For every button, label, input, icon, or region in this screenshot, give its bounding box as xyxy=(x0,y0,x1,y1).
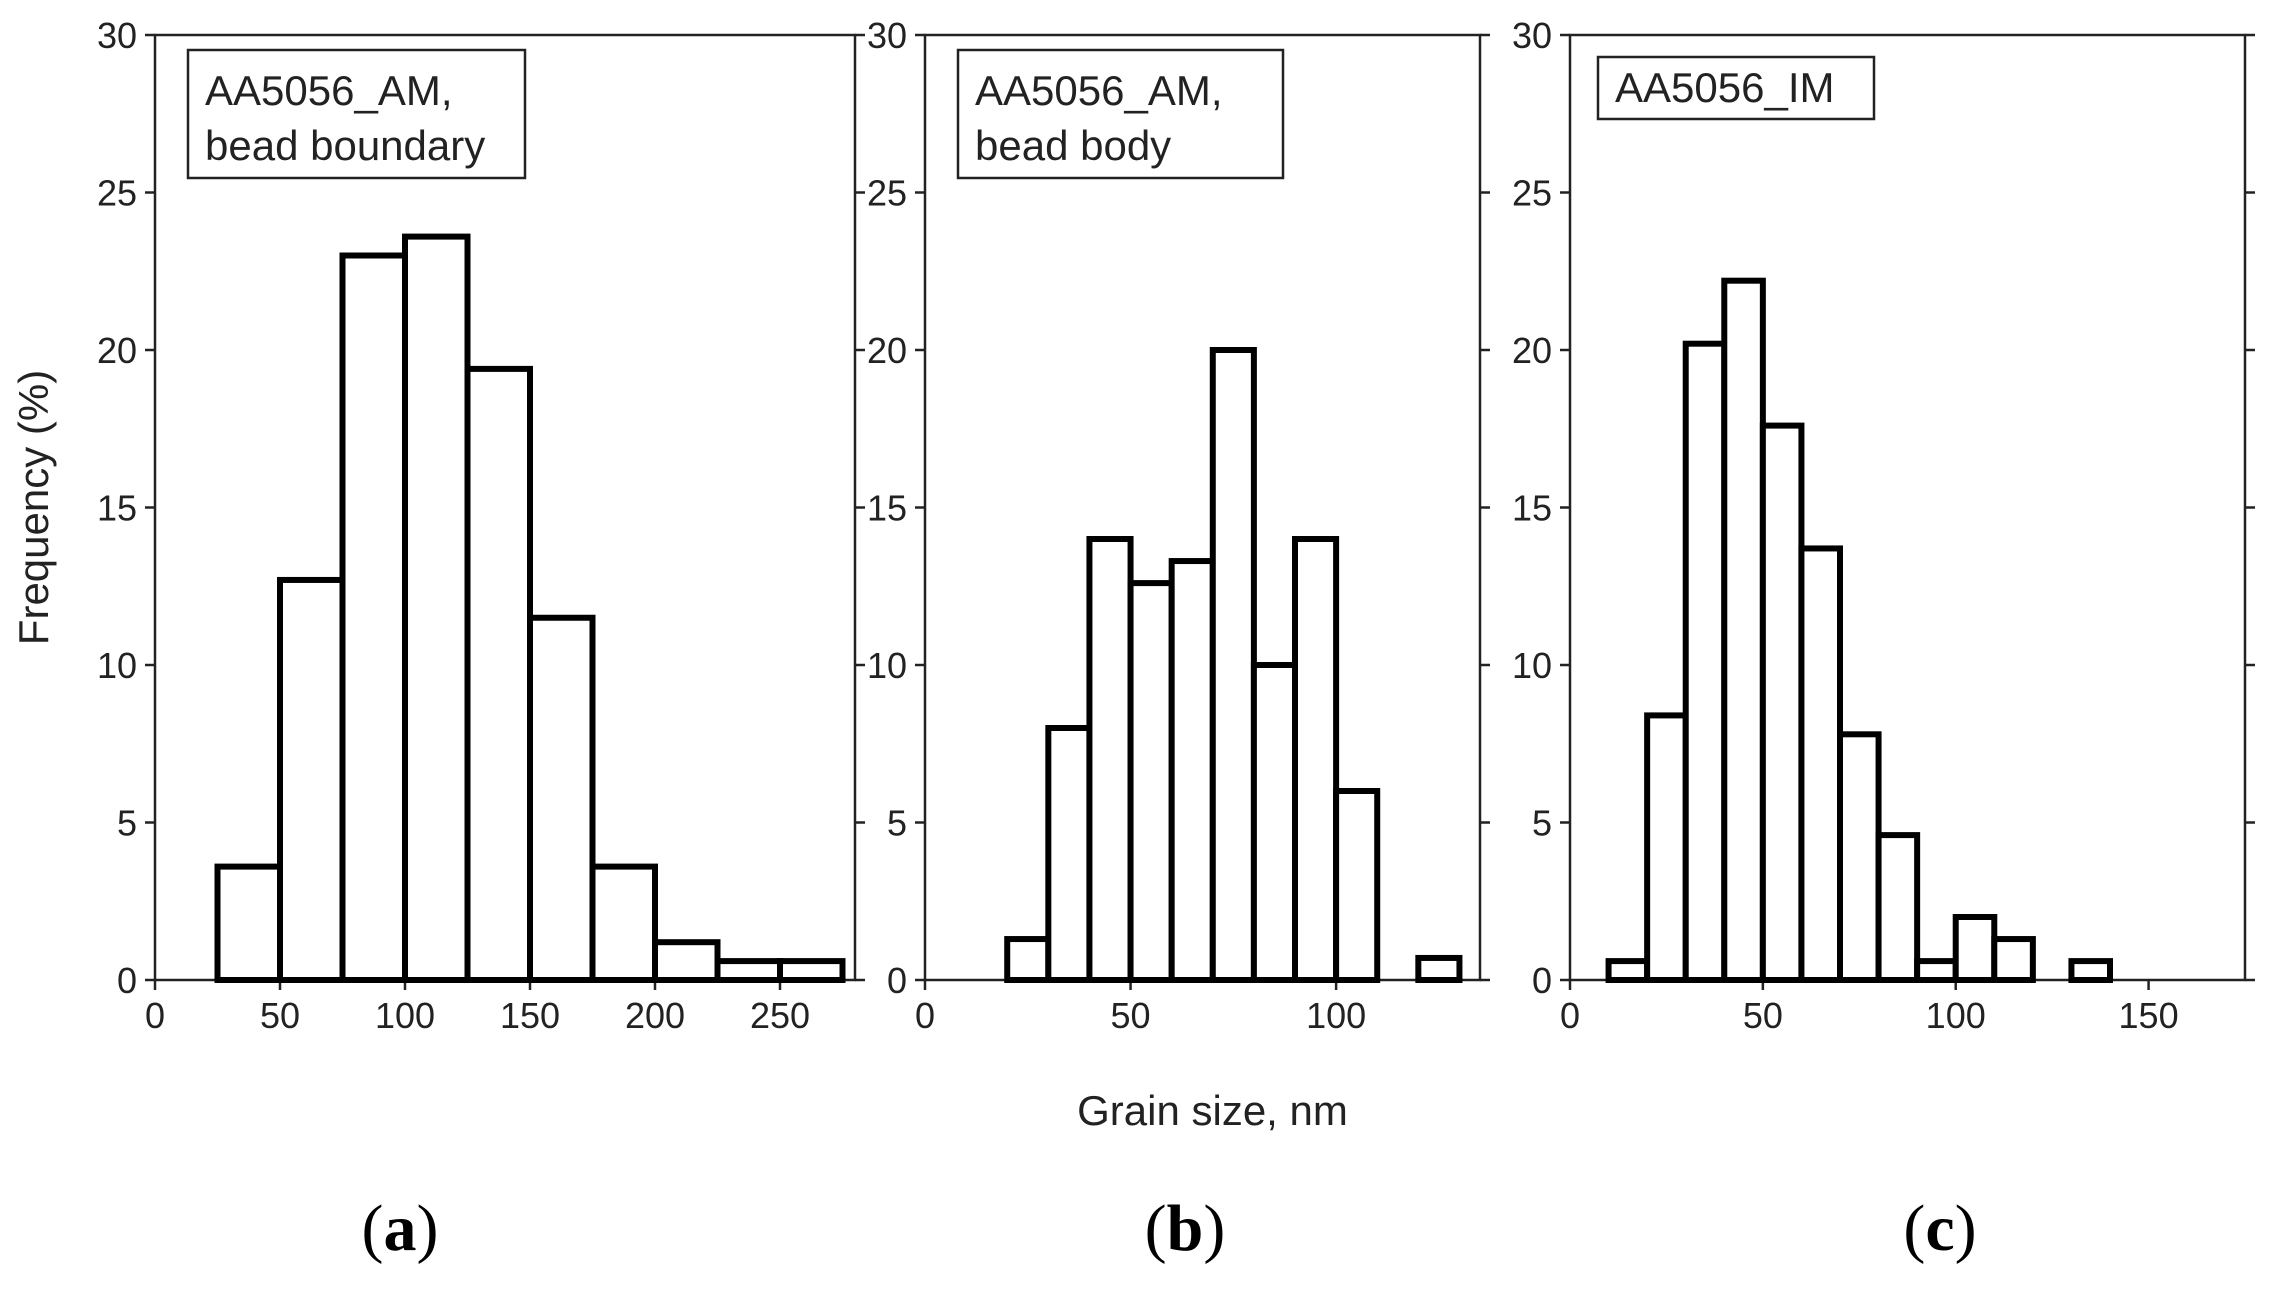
panel-c-bar xyxy=(1759,422,1805,984)
panel-c-bar xyxy=(1952,914,1998,983)
panel-a-bar xyxy=(589,863,658,983)
panel-c-x-tick-label: 100 xyxy=(1926,995,1986,1036)
panel-c-bar xyxy=(2068,958,2113,983)
panel-a-y-tick-label: 20 xyxy=(97,330,137,371)
panel-b-x-tick-label: 100 xyxy=(1306,995,1366,1036)
panel-b-y-tick-label: 10 xyxy=(867,645,907,686)
panel-b-legend-text: AA5056_AM, xyxy=(975,67,1223,114)
panel-c-y-tick-label: 5 xyxy=(1532,803,1552,844)
panel-a-x-tick-label: 250 xyxy=(750,995,810,1036)
panel-c-bar xyxy=(1798,545,1844,983)
panel-a-bar xyxy=(277,576,346,983)
panel-b-label: (b) xyxy=(1145,1192,1226,1265)
panel-b-y-tick-label: 15 xyxy=(867,488,907,529)
panel-a-y-tick-label: 5 xyxy=(117,803,137,844)
panel-a-bar xyxy=(214,863,283,983)
panel-a-bar xyxy=(527,614,596,983)
panel-a-x-tick-label: 200 xyxy=(625,995,685,1036)
panel-c-x-tick-label: 150 xyxy=(2119,995,2179,1036)
panel-a-bar xyxy=(652,939,721,984)
panel-b-x-tick-label: 50 xyxy=(1111,995,1151,1036)
panel-c-y-tick-label: 0 xyxy=(1532,960,1552,1001)
panel-c-legend-box xyxy=(1596,55,1876,121)
panel-a-bar xyxy=(402,233,471,984)
panel-a-x-tick-label: 100 xyxy=(375,995,435,1036)
panel-a-x-tick-label: 150 xyxy=(500,995,560,1036)
panel-b-bar xyxy=(1333,788,1381,983)
panel-a-x-tick-label: 0 xyxy=(145,995,165,1036)
panel-c-y-tick-label: 30 xyxy=(1512,15,1552,56)
panel-b-y-tick-label: 5 xyxy=(887,803,907,844)
panel-a-y-tick-label: 15 xyxy=(97,488,137,529)
panel-c-bar xyxy=(1644,712,1689,984)
panel-b-legend-box xyxy=(956,48,1285,180)
panel-a-y-tick-label: 0 xyxy=(117,960,137,1001)
panel-c-y-tick-label: 10 xyxy=(1512,645,1552,686)
panel-b-bar xyxy=(1127,580,1175,983)
panel-c-bar xyxy=(1682,340,1728,983)
panel-b-bar xyxy=(1209,347,1257,983)
panel-c-bar xyxy=(1914,958,1959,983)
panel-c-bar xyxy=(1837,731,1882,983)
panel-b-bar xyxy=(1045,725,1093,983)
panel-c-x-tick-label: 0 xyxy=(1560,995,1580,1036)
panel-b-bar xyxy=(1086,536,1134,983)
panel-b-legend-text: bead body xyxy=(975,122,1171,169)
panel-a-bar xyxy=(777,958,846,983)
panel-b-y-tick-label: 30 xyxy=(867,15,907,56)
panel-b-x-tick-label: 0 xyxy=(915,995,935,1036)
panel-b-bar xyxy=(1415,954,1463,984)
panel-b-y-tick-label: 25 xyxy=(867,173,907,214)
panel-a-bar xyxy=(339,252,408,983)
panel-a-legend-text: AA5056_AM, xyxy=(205,67,453,114)
panel-c-x-tick-label: 50 xyxy=(1743,995,1783,1036)
panel-c-bar xyxy=(1991,936,2036,983)
panel-a-legend-text: bead boundary xyxy=(205,122,485,169)
panel-c-bar xyxy=(1721,277,1766,983)
panel-a-legend-box xyxy=(186,48,527,180)
panel-a-bar xyxy=(464,365,533,983)
panel-a-y-axis-title: Frequency (%) xyxy=(10,370,57,645)
panel-c-bar xyxy=(1875,832,1921,983)
panel-c-bar xyxy=(1605,958,1651,983)
panel-a-bar xyxy=(714,958,783,983)
panel-b-x-axis-title: Grain size, nm xyxy=(1077,1087,1348,1134)
panel-c-label: (c) xyxy=(1903,1192,1976,1265)
panel-b-y-tick-label: 20 xyxy=(867,330,907,371)
panel-b-y-tick-label: 0 xyxy=(887,960,907,1001)
panel-c-y-tick-label: 20 xyxy=(1512,330,1552,371)
panel-b-bar xyxy=(1004,936,1052,983)
panel-c-y-tick-label: 15 xyxy=(1512,488,1552,529)
panel-a-x-tick-label: 50 xyxy=(260,995,300,1036)
panel-c-legend-text: AA5056_IM xyxy=(1615,64,1834,111)
panel-a-y-tick-label: 10 xyxy=(97,645,137,686)
panel-a-y-tick-label: 25 xyxy=(97,173,137,214)
panel-c-y-tick-label: 25 xyxy=(1512,173,1552,214)
panel-b-bar xyxy=(1250,662,1299,983)
panel-b-bar xyxy=(1292,536,1340,983)
panel-b-bar xyxy=(1168,558,1216,983)
panel-a-label: (a) xyxy=(362,1192,439,1265)
panel-a-y-tick-label: 30 xyxy=(97,15,137,56)
